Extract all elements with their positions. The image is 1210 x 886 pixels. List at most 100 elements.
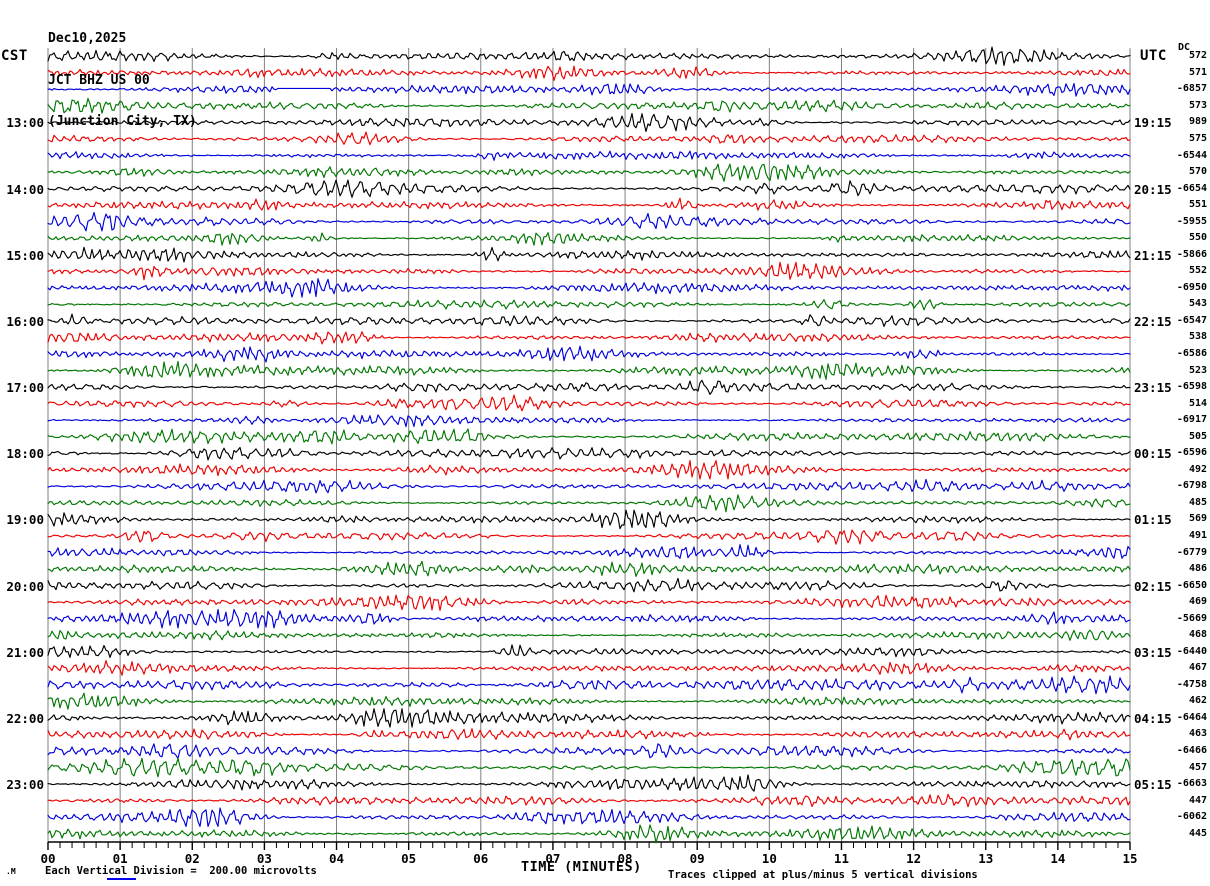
x-tick-label: 14 — [1050, 851, 1066, 866]
cst-hour-label: 17:00 — [6, 380, 44, 396]
dc-value: 463 — [1188, 728, 1207, 740]
dc-value: 538 — [1188, 331, 1207, 343]
seismogram-trace — [47, 211, 1131, 232]
utc-hour-label: 21:15 — [1134, 247, 1172, 263]
clip-note: Traces clipped at plus/minus 5 vertical … — [668, 869, 978, 881]
seismogram-trace — [47, 150, 1131, 161]
title-station: JCT BHZ US 00 — [48, 72, 150, 88]
dc-value: -6440 — [1176, 645, 1207, 657]
seismogram-trace — [47, 824, 1131, 844]
seismogram-trace — [47, 131, 1131, 146]
dc-value: -6779 — [1176, 546, 1207, 558]
seismogram-trace — [47, 232, 1131, 246]
title-block: Dec10,2025 JCT BHZ US 00 (Junction City,… — [48, 5, 197, 156]
seismogram-trace — [47, 675, 1131, 695]
dc-value: -6062 — [1176, 811, 1207, 823]
cst-hour-label: 18:00 — [6, 446, 44, 462]
x-tick-label: 04 — [329, 851, 345, 866]
seismogram-trace — [47, 708, 1131, 728]
seismogram-trace — [47, 478, 1131, 494]
dc-value: 571 — [1188, 66, 1207, 78]
dc-value: -5669 — [1176, 612, 1207, 624]
seismogram-trace — [47, 197, 1131, 211]
x-tick-label: 01 — [112, 851, 128, 866]
dc-value: -6596 — [1176, 447, 1207, 459]
dc-value: 485 — [1188, 496, 1207, 508]
dc-value: 445 — [1188, 827, 1207, 839]
x-tick-label: 00 — [40, 851, 56, 866]
seismogram-trace — [47, 644, 1131, 658]
dc-value: -6917 — [1176, 414, 1207, 426]
cst-hour-label: 21:00 — [6, 644, 44, 660]
dc-value: -6663 — [1176, 778, 1207, 790]
dc-value: 505 — [1188, 430, 1207, 442]
dc-value: -5955 — [1176, 215, 1207, 227]
dc-value: 462 — [1188, 695, 1207, 707]
seismogram-trace — [47, 544, 1131, 559]
x-tick-label: 06 — [473, 851, 489, 866]
x-tick-label: 05 — [401, 851, 417, 866]
dc-value: 573 — [1188, 99, 1207, 111]
seismogram-trace — [47, 807, 1131, 827]
seismogram-trace — [47, 331, 1131, 345]
dc-value: -6798 — [1176, 480, 1207, 492]
dc-value: -6547 — [1176, 314, 1207, 326]
dc-value: -6544 — [1176, 149, 1207, 161]
dc-value: 575 — [1188, 132, 1207, 144]
seismogram-trace — [47, 446, 1131, 461]
dc-value: -6950 — [1176, 281, 1207, 293]
utc-hour-label: 20:15 — [1134, 181, 1172, 197]
dc-value: 570 — [1188, 166, 1207, 178]
seismogram-trace — [47, 179, 1131, 198]
dc-value: -6586 — [1176, 348, 1207, 360]
utc-hour-label: 23:15 — [1134, 380, 1172, 396]
vertical-word-underline — [107, 878, 136, 880]
utc-header: UTC — [1140, 48, 1167, 64]
dc-value: -6598 — [1176, 381, 1207, 393]
dc-value: 457 — [1188, 761, 1207, 773]
dc-value: 572 — [1188, 50, 1207, 62]
dc-value: 989 — [1188, 116, 1207, 128]
seismogram-trace — [47, 261, 1131, 281]
seismogram-trace — [47, 46, 1131, 66]
seismogram-trace — [47, 460, 1131, 480]
dc-value: -6654 — [1176, 182, 1207, 194]
seismogram-trace — [47, 97, 1131, 114]
seismogram-trace — [47, 577, 1131, 593]
dc-value: 468 — [1188, 629, 1207, 641]
seismogram-trace — [47, 246, 1131, 263]
utc-hour-label: 03:15 — [1134, 644, 1172, 660]
x-tick-label: 02 — [184, 851, 200, 866]
dc-value: 467 — [1188, 662, 1207, 674]
utc-hour-label: 02:15 — [1134, 578, 1172, 594]
title-location: (Junction City, TX) — [48, 113, 197, 129]
cst-hour-label: 20:00 — [6, 578, 44, 594]
dc-value: 492 — [1188, 463, 1207, 475]
seismogram-trace — [47, 743, 1131, 759]
seismogram-trace — [47, 278, 1131, 298]
seismogram-trace — [47, 82, 1131, 97]
utc-hour-label: 22:15 — [1134, 313, 1172, 329]
dc-value: 550 — [1188, 232, 1207, 244]
dc-value: -6650 — [1176, 579, 1207, 591]
x-axis-title: TIME (MINUTES) — [521, 859, 642, 875]
cst-hour-label: 16:00 — [6, 313, 44, 329]
seismogram-trace — [47, 299, 1131, 311]
seismogram-trace — [47, 757, 1131, 778]
utc-hour-label: 00:15 — [1134, 446, 1172, 462]
seismogram-trace — [47, 793, 1131, 808]
scale-note: Each Vertical Division = 200.00 microvol… — [45, 865, 317, 877]
dc-value: 523 — [1188, 364, 1207, 376]
x-tick-label: 12 — [906, 851, 922, 866]
title-date: Dec10,2025 — [48, 31, 127, 47]
watermark: .M — [6, 867, 16, 876]
dc-value: -6464 — [1176, 711, 1207, 723]
dc-value: 551 — [1188, 199, 1207, 211]
x-tick-label: 11 — [833, 851, 849, 866]
utc-hour-label: 05:15 — [1134, 777, 1172, 793]
utc-hour-label: 01:15 — [1134, 512, 1172, 528]
x-tick-label: 15 — [1122, 851, 1138, 866]
x-tick-label: 10 — [761, 851, 777, 866]
